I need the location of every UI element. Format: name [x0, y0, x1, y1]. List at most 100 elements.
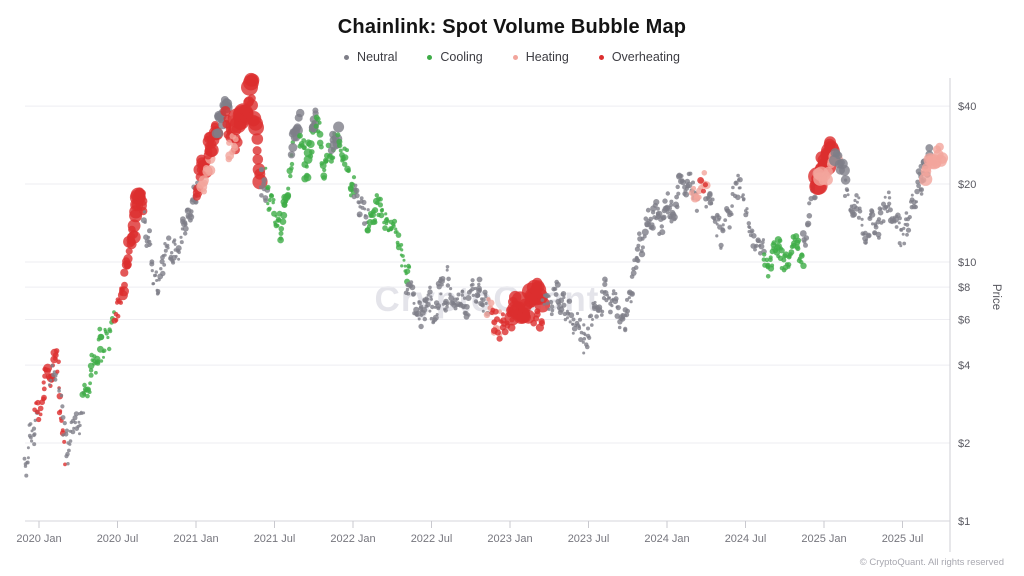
bubble-C [267, 198, 272, 203]
bubble-N [549, 312, 554, 317]
bubble-N [716, 215, 722, 221]
bubble-C [373, 218, 377, 223]
bubble-N [175, 245, 182, 252]
bubble-O [248, 119, 264, 136]
bubble-N [566, 298, 573, 304]
bubble-N [575, 311, 580, 316]
legend-item-heating[interactable]: Heating [512, 50, 569, 64]
bubble-N [854, 193, 859, 198]
bubble-N [366, 208, 370, 212]
bubble-N [686, 181, 693, 189]
bubble-N [905, 227, 912, 233]
bubble-C [82, 392, 86, 396]
bubble-N [758, 243, 765, 250]
bubble-N [163, 248, 168, 253]
bubble-N [445, 265, 450, 269]
bubble-N [857, 209, 863, 214]
bubble-N [440, 283, 444, 287]
bubble-O [246, 99, 258, 112]
bubble-N [296, 108, 305, 118]
bubble-N [629, 291, 635, 297]
bubble-C [336, 138, 343, 145]
bubble-N [688, 171, 693, 176]
bubble-C [338, 148, 343, 153]
bubble-N [637, 231, 642, 236]
legend-label-cooling: Cooling [440, 50, 483, 64]
bubble-N [893, 216, 899, 223]
legend-item-cooling[interactable]: Cooling [427, 50, 483, 64]
bubble-N [873, 224, 879, 230]
legend-item-overheating[interactable]: Overheating [598, 50, 680, 64]
bubble-N [353, 183, 358, 188]
bubble-N [871, 222, 875, 226]
bubble-N [662, 198, 668, 204]
bubble-C [303, 173, 312, 182]
y-tick-label: $4 [958, 360, 970, 372]
bubble-N [445, 301, 450, 306]
bubble-N [883, 195, 887, 199]
bubble-C [306, 140, 315, 149]
bubble-O [494, 329, 501, 336]
bubble-N [879, 207, 883, 211]
bubble-N [453, 306, 458, 311]
bubble-N [897, 241, 902, 246]
bubble-N [173, 242, 177, 246]
bubble-N [745, 211, 749, 215]
bubble-N [417, 317, 421, 321]
bubble-H [918, 172, 933, 186]
bubble-N [582, 323, 586, 327]
bubble-N [886, 190, 891, 195]
bubble-N [669, 199, 674, 204]
bubble-N [608, 296, 611, 300]
bubble-N [901, 232, 905, 236]
bubble-C [95, 359, 101, 365]
bubble-C [372, 207, 379, 214]
legend-item-neutral[interactable]: Neutral [344, 50, 397, 64]
bubble-C [394, 227, 398, 231]
bubble-C [798, 252, 805, 259]
bubble-N [67, 448, 71, 453]
bubble-O [35, 399, 41, 406]
bubble-N [834, 151, 843, 160]
bubble-N [177, 257, 181, 261]
bubble-N [588, 313, 594, 318]
bubble-N [73, 420, 78, 425]
bubble-N [661, 214, 667, 220]
bubble-O [54, 348, 60, 354]
x-tick-label: 2025 Jan [801, 533, 846, 545]
bubble-N [623, 326, 628, 331]
bubble-N [674, 204, 680, 210]
bubble-N [462, 296, 467, 300]
x-tick-label: 2021 Jan [173, 533, 218, 545]
bubble-N [60, 415, 66, 420]
bubble-H [691, 185, 697, 191]
bubble-N [426, 297, 430, 301]
bubble-N [439, 278, 445, 285]
bubble-N [182, 225, 189, 232]
bubble-O [246, 73, 260, 87]
bubble-N [417, 300, 423, 306]
bubble-N [691, 180, 695, 185]
bubble-O [220, 106, 231, 117]
bubble-C [321, 175, 327, 181]
bubble-N [481, 309, 485, 313]
bubble-O [494, 316, 500, 323]
bubble-O [127, 219, 141, 233]
bubble-N [571, 331, 575, 335]
bubble-N [428, 285, 432, 290]
bubble-N [578, 337, 584, 343]
bubble-C [265, 184, 271, 190]
bubble-N [887, 207, 893, 213]
bubble-N [163, 253, 167, 257]
bubble-N [47, 383, 51, 387]
bubble-N [32, 432, 37, 436]
bubble-N [611, 292, 615, 296]
bubble-C [289, 166, 294, 171]
bubble-O [63, 462, 67, 467]
bubble-N [448, 295, 455, 301]
bubble-N [617, 325, 622, 330]
bubble-N [856, 215, 861, 220]
bubble-N [571, 322, 575, 326]
bubble-N [608, 309, 613, 315]
